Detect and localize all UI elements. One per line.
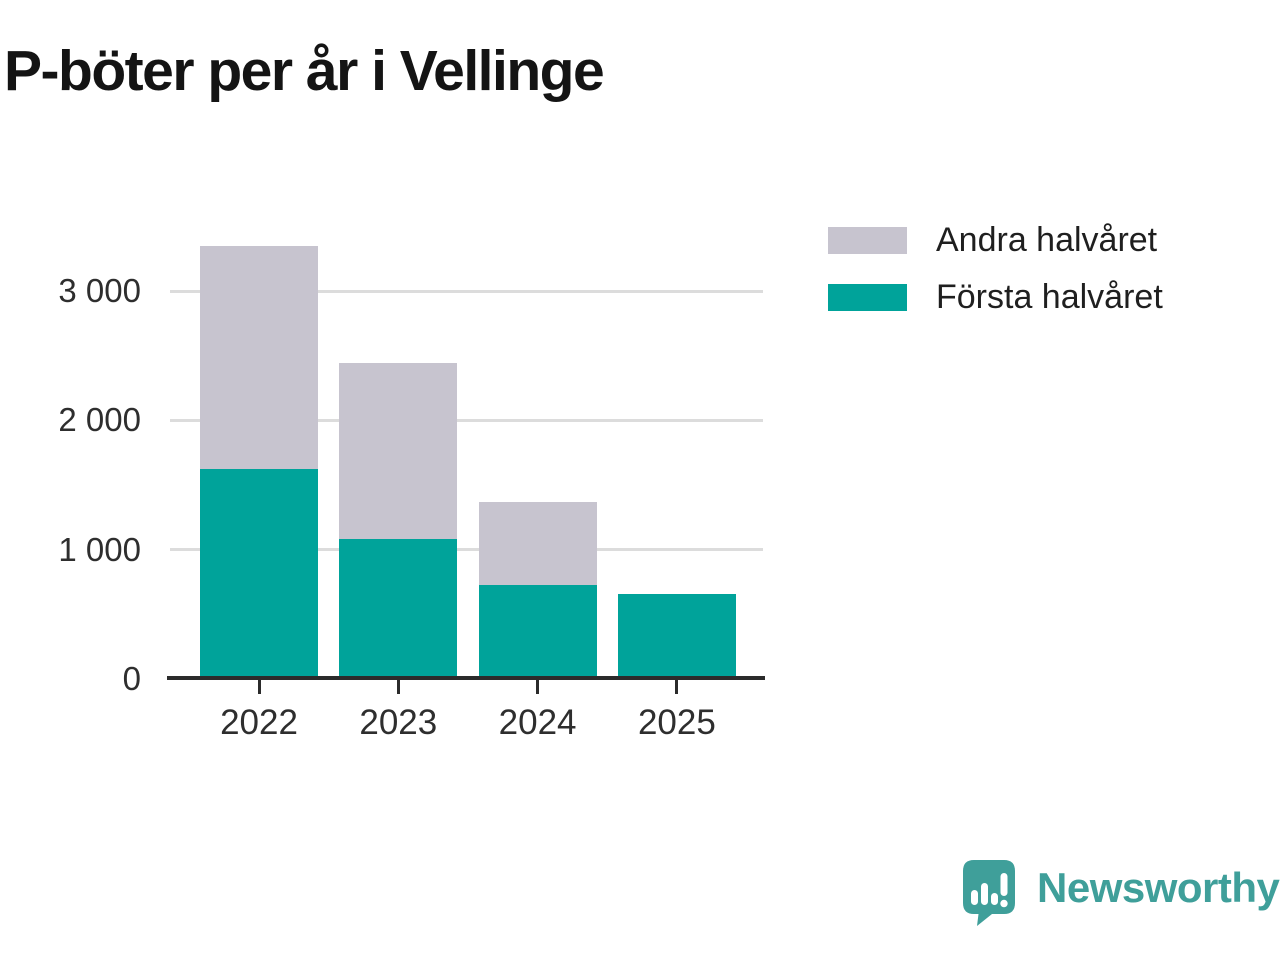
legend-swatch-forsta [828,283,907,311]
y-tick-label-2000: 2 000 [58,401,141,439]
x-axis-tick-2024 [536,680,540,694]
legend: Andra halvåret Första halvåret [828,221,1163,340]
gridline-3000 [170,289,763,293]
x-tick-label-2024: 2024 [498,703,577,742]
x-tick-label-2022: 2022 [220,703,298,742]
chart-title: P-böter per år i Vellinge [4,39,605,103]
bar-2024-andra [478,501,597,585]
bar-2022-andra [200,245,318,470]
bar-2023-första [339,539,458,679]
legend-label-forsta: Första halvåret [936,277,1163,316]
legend-swatch-andra [828,226,907,254]
legend-item-forsta-halvaret: Första halvåret [828,278,1163,316]
x-tick-label-2023: 2023 [359,703,438,742]
legend-label-andra: Andra halvåret [936,220,1158,259]
bar-2023-andra [339,363,458,540]
newsworthy-logo: Newsworthy [963,860,1280,926]
newsworthy-logo-text: Newsworthy [1037,864,1280,911]
x-axis-tick-2022 [257,680,261,694]
x-tick-label-2025: 2025 [637,703,716,742]
bar-2022-första [200,469,318,679]
legend-item-andra-halvaret: Andra halvåret [828,221,1163,259]
newsworthy-speech-bubble-chart-icon [963,860,1015,926]
y-tick-label-0: 0 [122,660,141,697]
y-tick-label-1000: 1 000 [58,530,141,568]
bar-2024-första [478,584,597,679]
gridline-2000 [170,418,763,422]
x-axis-tick-2025 [675,680,679,694]
gridline-1000 [170,548,763,552]
x-axis-line [167,676,765,680]
y-tick-label-3000: 3 000 [58,272,141,309]
x-axis-tick-2023 [396,680,400,694]
bar-2025-första [617,594,736,679]
